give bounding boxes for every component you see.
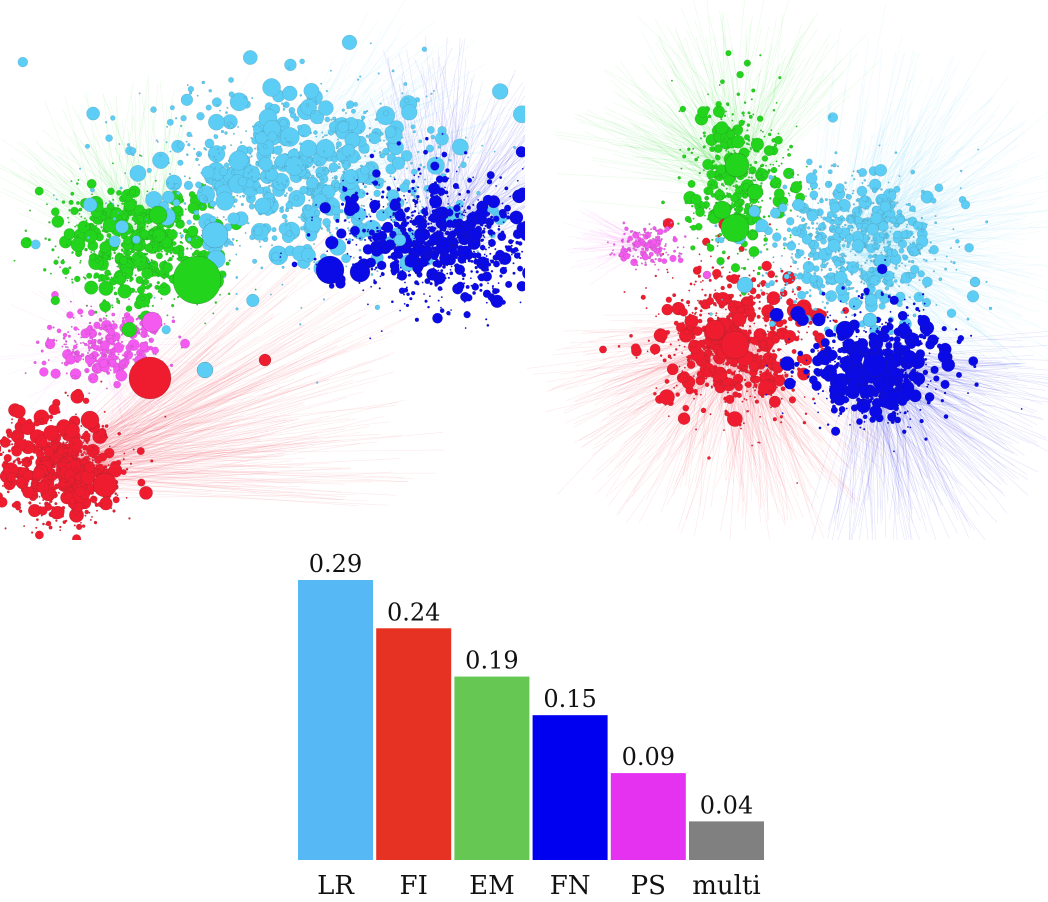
tick-label-ps: PS (631, 871, 666, 901)
category-tick-labels: LR FI EM FN PS multi (317, 871, 761, 901)
value-label-lr: 0.29 (309, 550, 362, 578)
value-label-multi: 0.04 (700, 791, 753, 819)
bar-fi (376, 628, 452, 860)
tick-label-fn: FN (550, 871, 591, 901)
bar-fn (532, 715, 608, 860)
bar-ps (610, 773, 686, 860)
network-edges (526, 0, 1048, 540)
bar-multi (689, 821, 764, 860)
bar-em (454, 676, 530, 860)
tick-label-lr: LR (317, 871, 355, 901)
tick-label-multi: multi (692, 871, 760, 901)
network-nodes (599, 50, 1023, 484)
bar-chart: 0.29 0.24 0.19 0.15 0.09 0.04 LR FI EM FN PS multi (298, 550, 764, 901)
tick-label-em: EM (469, 871, 515, 901)
value-labels: 0.29 0.24 0.19 0.15 0.09 0.04 (309, 550, 753, 819)
bar-lr (298, 580, 373, 860)
network-graph-right (526, 0, 1048, 540)
bar-series (298, 580, 764, 860)
network-graph-left (0, 0, 525, 540)
value-label-em: 0.19 (465, 647, 518, 675)
network-nodes (0, 34, 525, 540)
value-label-ps: 0.09 (622, 743, 675, 771)
value-label-fn: 0.15 (543, 685, 596, 713)
tick-label-fi: FI (400, 871, 428, 901)
value-label-fi: 0.24 (387, 598, 440, 626)
